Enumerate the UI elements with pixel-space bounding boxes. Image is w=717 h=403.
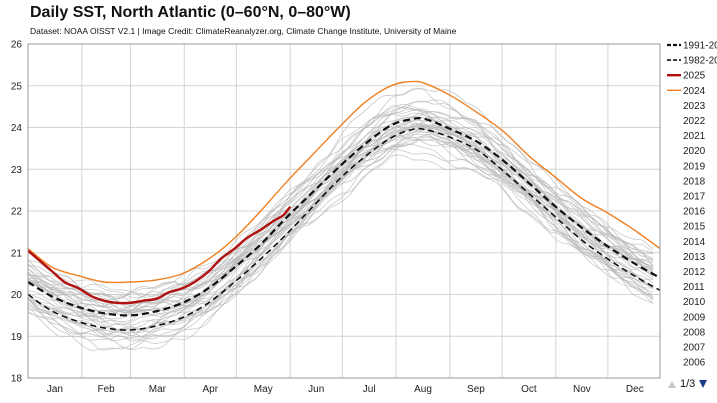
y-tick-label: 23 (11, 165, 23, 176)
background-year-line (27, 88, 654, 312)
x-tick-label: Dec (626, 384, 644, 395)
legend-item-2018[interactable]: 2018 (683, 176, 706, 187)
background-year-line (27, 136, 654, 334)
background-year-line (27, 131, 654, 331)
legend-item-2010[interactable]: 2010 (683, 297, 706, 308)
x-tick-label: Oct (521, 384, 537, 395)
legend-item-2015[interactable]: 2015 (683, 222, 706, 233)
legend-item-2009[interactable]: 2009 (683, 312, 706, 323)
legend-label: 2009 (683, 312, 706, 323)
legend-label: 2016 (683, 207, 706, 218)
legend-item-1982-20[interactable]: 1982-20 (667, 56, 717, 67)
background-year-line (27, 99, 654, 298)
legend-label: 1982-20 (683, 56, 717, 67)
x-tick-label: Jul (363, 384, 376, 395)
legend-label: 2023 (683, 101, 706, 112)
legend-label: 2007 (683, 343, 706, 354)
x-tick-label: Nov (573, 384, 591, 395)
legend-item-2022[interactable]: 2022 (683, 116, 706, 127)
series-line-1982-20 (27, 127, 661, 331)
legend-item-2024[interactable]: 2024 (667, 86, 706, 97)
legend-item-2020[interactable]: 2020 (683, 146, 706, 157)
background-year-line (27, 123, 654, 338)
background-year-line (27, 112, 654, 318)
legend-label: 2017 (683, 192, 706, 203)
chart-subtitle: Dataset: NOAA OISST V2.1 | Image Credit:… (30, 26, 457, 36)
legend-label: 2010 (683, 297, 706, 308)
x-tick-label: May (254, 384, 273, 395)
y-tick-label: 21 (11, 248, 23, 259)
legend-label: 2025 (683, 71, 706, 82)
series-line-2025 (27, 206, 292, 305)
y-tick-label: 19 (11, 332, 23, 343)
legend-item-2012[interactable]: 2012 (683, 267, 706, 278)
y-tick-label: 20 (11, 290, 23, 301)
background-year-line (27, 154, 654, 331)
x-tick-label: Sep (467, 384, 485, 395)
x-tick-label: Jun (308, 384, 324, 395)
background-year-line (27, 105, 654, 299)
legend-label: 2015 (683, 222, 706, 233)
legend[interactable]: 1991-20 1982-20 2025 2024 2023 2022 2021 2020 20… (667, 41, 717, 369)
y-tick-label: 18 (11, 374, 23, 385)
legend-label: 2024 (683, 86, 706, 97)
legend-label: 2020 (683, 146, 706, 157)
legend-item-2007[interactable]: 2007 (683, 343, 706, 354)
legend-label: 2011 (683, 282, 705, 293)
x-tick-label: Apr (203, 384, 219, 395)
legend-label: 2008 (683, 327, 706, 338)
legend-item-2011[interactable]: 2011 (683, 282, 705, 293)
legend-item-1991-20[interactable]: 1991-20 (667, 41, 717, 52)
pager-label: 1/3 (680, 378, 695, 390)
legend-label: 2019 (683, 161, 706, 172)
legend-label: 2022 (683, 116, 706, 127)
background-year-line (27, 135, 654, 333)
legend-item-2019[interactable]: 2019 (683, 161, 706, 172)
y-tick-label: 24 (11, 123, 23, 134)
legend-item-2013[interactable]: 2013 (683, 252, 706, 263)
y-tick-label: 26 (11, 40, 23, 51)
y-tick-label: 25 (11, 81, 23, 92)
tick-labels: 18 19 20 21 22 23 24 25 26 Jan Feb Mar Apr May Jun Jul A… (11, 40, 644, 396)
chart-title: Daily SST, North Atlantic (0–60°N, 0–80°… (30, 4, 351, 21)
series-lines (27, 80, 661, 331)
legend-label: 2018 (683, 176, 706, 187)
background-year-line (27, 136, 654, 313)
background-year-line (27, 143, 654, 340)
legend-item-2016[interactable]: 2016 (683, 207, 706, 218)
axes (27, 43, 661, 379)
legend-label: 2012 (683, 267, 706, 278)
legend-item-2021[interactable]: 2021 (683, 131, 706, 142)
legend-item-2023[interactable]: 2023 (683, 101, 706, 112)
background-year-line (27, 116, 654, 300)
series-line-1991-20 (27, 117, 661, 317)
background-year-line (27, 106, 654, 316)
background-year-line (27, 128, 654, 326)
background-year-line (27, 148, 654, 341)
legend-label: 1991-20 (683, 41, 717, 52)
legend-item-2008[interactable]: 2008 (683, 327, 706, 338)
legend-label: 2013 (683, 252, 706, 263)
x-tick-label: Mar (149, 384, 167, 395)
legend-item-2017[interactable]: 2017 (683, 192, 706, 203)
legend-item-2014[interactable]: 2014 (683, 237, 706, 248)
background-year-line (27, 133, 654, 313)
legend-label: 2014 (683, 237, 706, 248)
plot-frame (27, 43, 661, 379)
background-year-lines (27, 87, 654, 351)
pager-down-arrow-icon[interactable] (699, 380, 707, 388)
x-tick-label: Feb (98, 384, 116, 395)
series-line-2024 (27, 80, 661, 284)
x-tick-label: Jan (47, 384, 63, 395)
y-tick-label: 22 (11, 207, 23, 218)
legend-item-2006[interactable]: 2006 (683, 358, 706, 369)
legend-item-2025[interactable]: 2025 (667, 71, 706, 82)
legend-pager[interactable]: 1/3 (668, 378, 707, 390)
x-tick-label: Aug (414, 384, 432, 395)
legend-label: 2006 (683, 358, 706, 369)
legend-label: 2021 (683, 131, 706, 142)
pager-up-arrow-icon[interactable] (668, 381, 676, 388)
